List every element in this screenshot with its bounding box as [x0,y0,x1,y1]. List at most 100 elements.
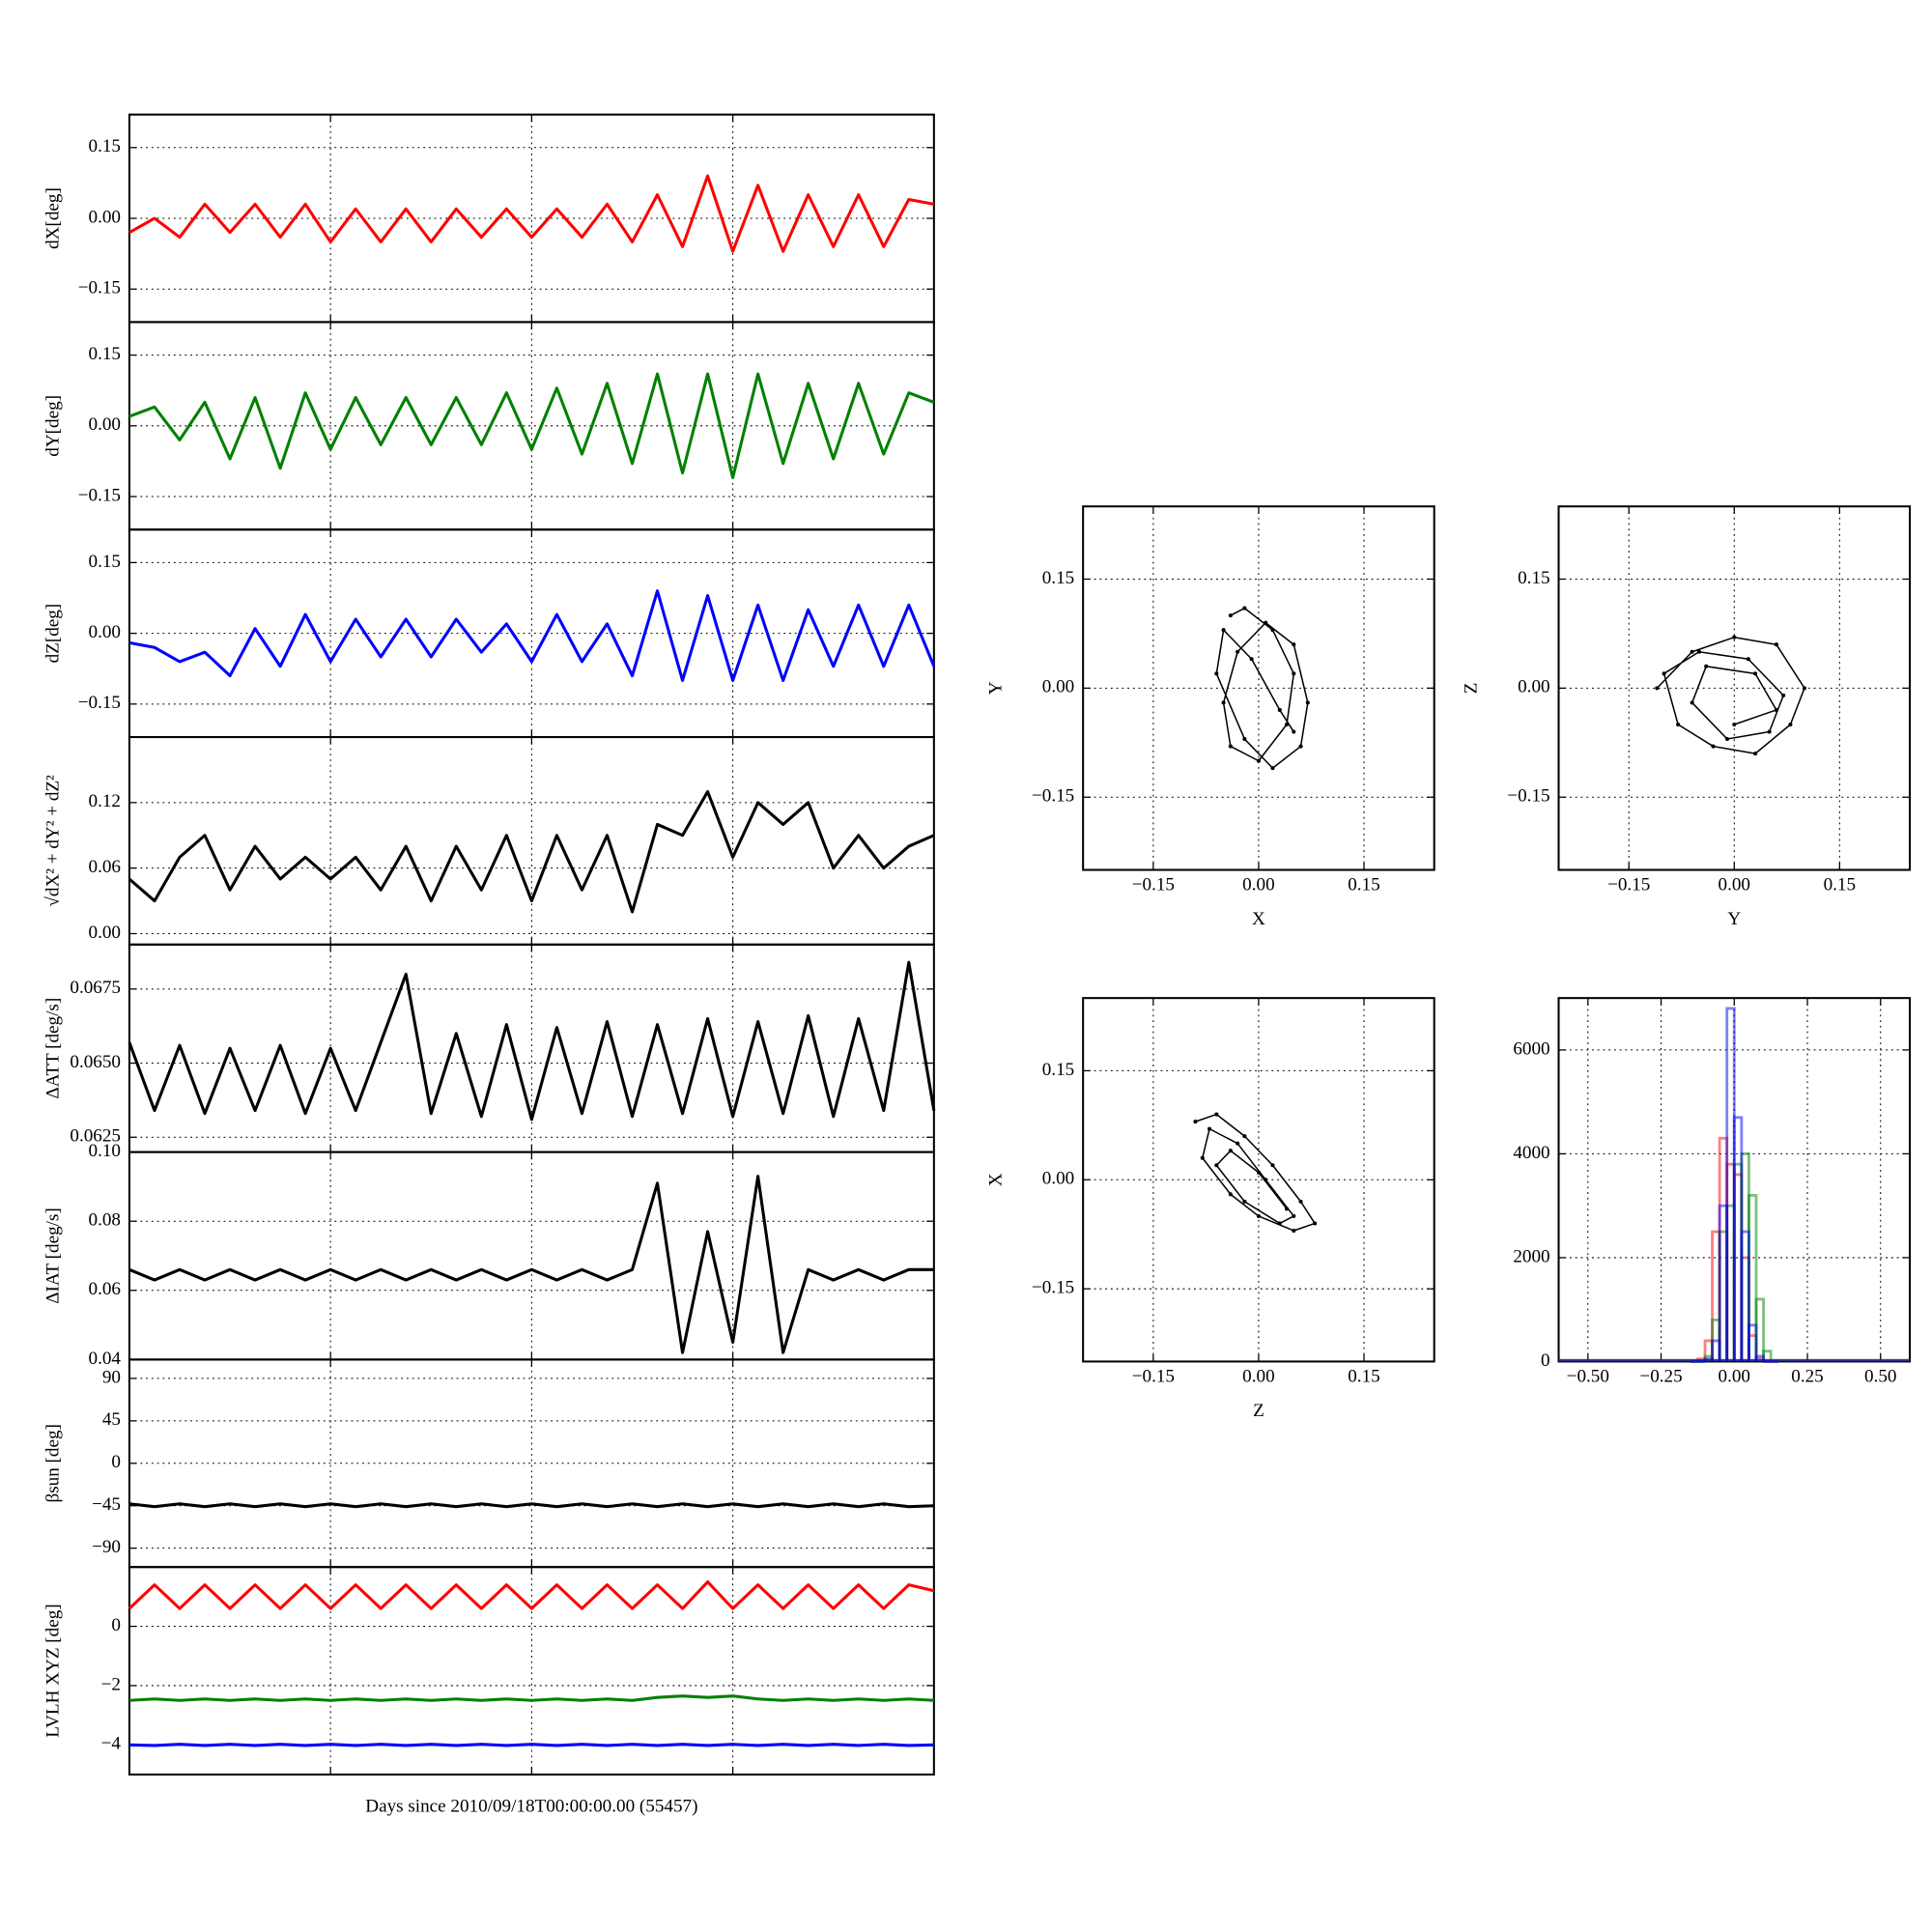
y-axis-label: ΔATT [deg/s] [43,998,64,1099]
point [1270,628,1275,633]
trajectory [1195,1113,1316,1232]
x-tick-label: 0.15 [1824,874,1856,895]
series-line [128,1502,934,1509]
point [1228,744,1233,749]
point [1292,1228,1296,1234]
y-axis-label: dX[deg] [43,187,64,249]
y-tick-label: 0 [111,1452,121,1472]
y-tick-label: −0.15 [78,278,121,298]
x-tick-label: −0.15 [1132,1366,1175,1386]
point [1256,758,1261,763]
x-tick-label: 0.00 [1719,1366,1750,1386]
point [1221,700,1226,705]
x-axis-label: Days since 2010/09/18T00:00:00.00 (55457… [365,1797,697,1817]
y-axis-label: dZ[deg] [43,604,64,664]
point [1788,722,1793,727]
hist-bin [1754,1354,1765,1362]
y-tick-label: 2000 [1513,1246,1549,1266]
series-line [128,1580,935,1610]
y-tick-label: 0.00 [89,207,121,227]
x-tick-label: −0.15 [1607,874,1650,895]
axes-frame [128,1358,935,1569]
x-tick-label: −0.25 [1639,1366,1682,1386]
point [1767,729,1772,734]
x-tick-label: 0.25 [1791,1366,1823,1386]
y-tick-label: −0.15 [1032,786,1074,807]
axes-frame [128,321,935,531]
y-tick-label: 0.00 [1042,1169,1074,1189]
point [1277,1221,1282,1226]
point [1208,1126,1212,1131]
axes-frame [128,943,935,1153]
y-tick-label: 6000 [1513,1038,1549,1059]
axes-frame [128,1151,935,1361]
y-tick-label: 90 [102,1367,121,1387]
y-axis-label: √dX² + dY² + dZ² [43,775,64,907]
y-axis-label: ΔIAT [deg/s] [43,1208,64,1304]
y-axis-label: Z [1462,683,1482,695]
series-line [128,1175,934,1354]
y-tick-label: 0.15 [89,552,121,572]
x-axis-label: X [1252,909,1265,929]
point [1214,1112,1219,1117]
x-tick-label: 0.15 [1348,874,1379,895]
point [1313,1221,1318,1226]
y-tick-label: 0.15 [89,136,121,156]
point [1753,752,1758,756]
point [1292,729,1296,734]
point [1270,766,1275,771]
point [1270,1163,1275,1168]
y-tick-label: 0.00 [89,622,121,642]
point [1298,744,1303,749]
y-axis-label: Y [985,681,1006,695]
point [1696,649,1701,654]
point [1655,686,1660,691]
axes-frame [128,735,935,946]
hist-bin [1740,1230,1750,1362]
y-tick-label: 0.00 [89,414,121,435]
y-tick-label: 4000 [1513,1143,1549,1163]
axes-frame [128,113,935,324]
y-axis-label: X [985,1173,1006,1186]
x-tick-label: 0.00 [1242,874,1274,895]
y-axis-label: LVLH XYZ [deg] [43,1604,64,1737]
point [1221,628,1226,633]
x-tick-label: 0.15 [1348,1366,1379,1386]
series-line [128,1694,934,1702]
point [1228,1149,1233,1153]
y-tick-label: 0 [111,1615,121,1635]
y-tick-label: −0.15 [1507,786,1549,807]
y-tick-label: 0.00 [1518,677,1549,697]
y-tick-label: 45 [102,1409,121,1430]
point [1292,671,1296,676]
axes-frame [1082,997,1435,1363]
y-axis-label: βsun [deg] [43,1424,64,1502]
x-tick-label: 0.50 [1864,1366,1896,1386]
point [1256,1213,1261,1218]
hist-bin [1747,1323,1758,1362]
point [1690,649,1694,654]
axes-frame [128,528,935,739]
point [1256,1170,1261,1175]
y-tick-label: 0.0650 [70,1052,121,1072]
trajectory [1656,636,1805,754]
point [1242,1199,1247,1204]
y-tick-label: 0.04 [89,1349,122,1369]
y-tick-label: 0.06 [89,1279,121,1299]
y-tick-label: 0.00 [89,923,121,943]
y-tick-label: 0.15 [89,344,121,364]
point [1214,1163,1219,1168]
point [1200,1155,1205,1160]
y-axis-label: dY[deg] [43,395,64,457]
y-tick-label: −2 [101,1674,121,1694]
point [1802,686,1807,691]
y-tick-label: 0.00 [1042,677,1074,697]
series-line [128,372,935,480]
point [1774,642,1778,647]
point [1724,737,1730,742]
point [1753,671,1758,676]
point [1690,700,1694,705]
y-tick-label: −0.15 [78,485,121,505]
